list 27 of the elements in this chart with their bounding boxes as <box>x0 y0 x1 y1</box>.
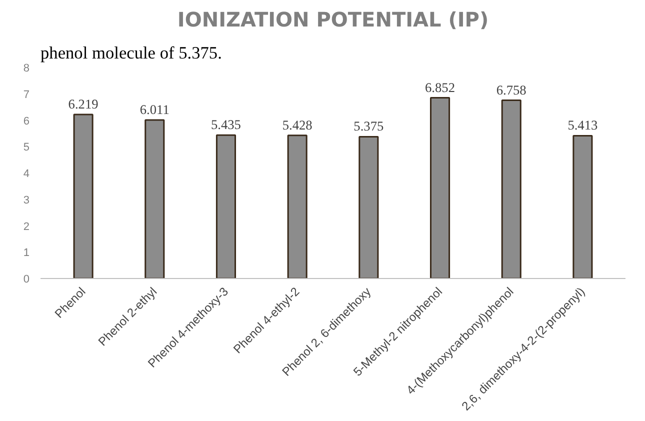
data-label: 6.758 <box>496 82 527 98</box>
y-tick-label: 8 <box>23 62 30 74</box>
data-label: 6.011 <box>140 102 170 117</box>
y-tick-label: 1 <box>23 247 30 260</box>
y-tick-label: 0 <box>23 274 30 286</box>
y-tick-label: 3 <box>23 194 30 206</box>
bar <box>287 134 308 278</box>
y-tick-label: 7 <box>23 88 30 101</box>
bar <box>144 119 165 278</box>
chart-title: IONIZATION POTENTIAL (IP) <box>177 8 489 32</box>
bar <box>430 97 450 278</box>
bar <box>358 136 379 278</box>
y-tick-label: 2 <box>23 220 30 233</box>
y-tick-label: 4 <box>23 168 30 180</box>
y-tick-label: 6 <box>23 115 30 128</box>
data-label: 5.413 <box>568 118 598 133</box>
bar <box>73 114 94 278</box>
bar <box>501 100 522 278</box>
y-tick-label: 5 <box>23 142 30 154</box>
text: phenol molecule of 5.375. <box>40 44 222 62</box>
data-label: 6.852 <box>425 80 456 95</box>
data-label: 6.219 <box>68 96 99 112</box>
data-label: 5.375 <box>354 118 384 134</box>
bar <box>572 134 593 278</box>
bar <box>216 134 236 278</box>
data-label: 5.428 <box>282 117 313 132</box>
data-label: 5.435 <box>210 117 242 132</box>
